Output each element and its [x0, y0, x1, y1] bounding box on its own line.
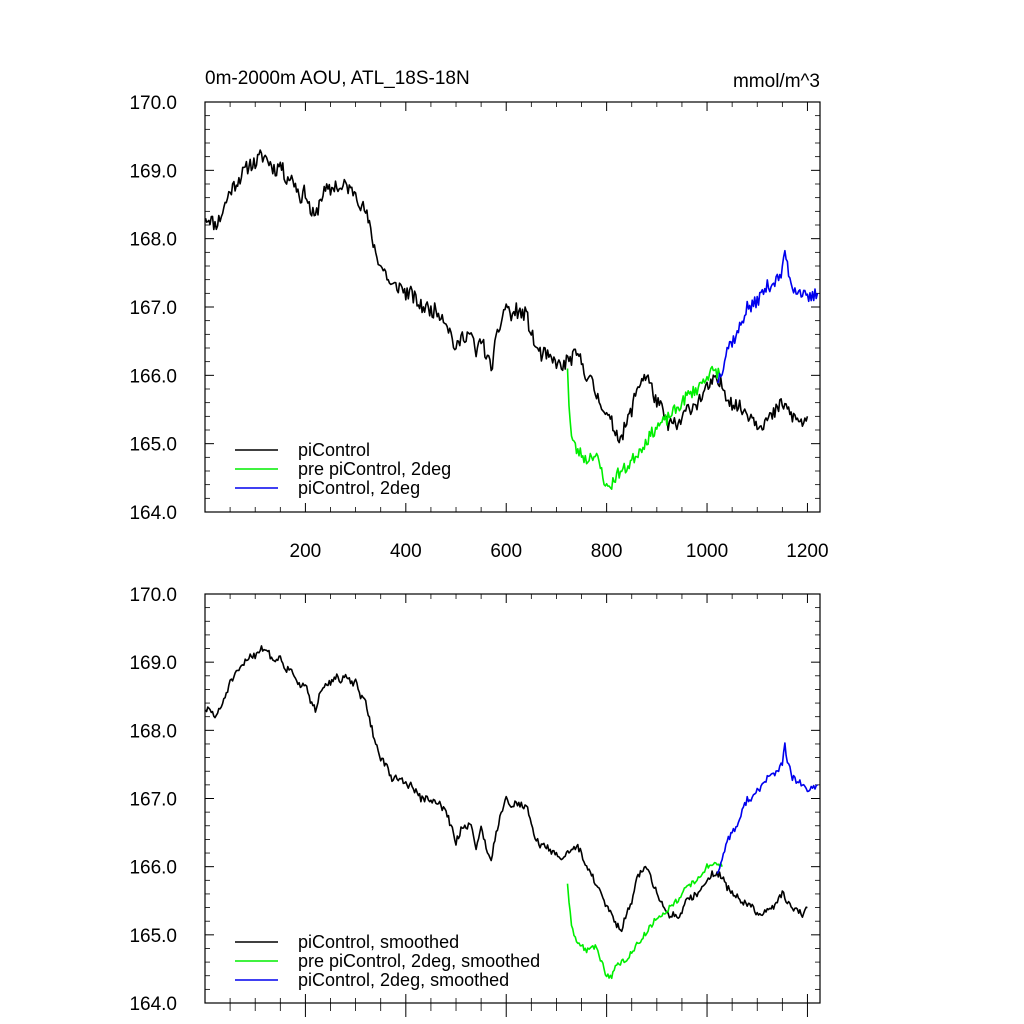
series-line [204, 645, 808, 933]
bottom-panel: 164.0 165.0 166.0 167.0 168.0 169.0 170.0 piCon… [129, 585, 821, 1017]
y-tick-label: 165.0 [129, 435, 177, 456]
top-plot-area: 164.0 165.0 166.0 167.0 168.0 169.0 170.0 200 40… [129, 93, 828, 562]
legend-label: piControl, 2deg, smoothed [298, 970, 509, 990]
y-tick-label: 168.0 [129, 721, 177, 742]
x-tick-label: 200 [290, 541, 322, 562]
y-tick-label: 166.0 [129, 858, 177, 879]
y-tick-label: 169.0 [129, 653, 177, 674]
y-tick-label: 164.0 [129, 994, 177, 1015]
y-tick-label: 169.0 [129, 161, 177, 182]
y-tick-label: 167.0 [129, 298, 177, 319]
x-tick-label: 800 [591, 541, 623, 562]
bottom-plot-area: 164.0 165.0 166.0 167.0 168.0 169.0 170.0 piCon… [129, 585, 821, 1017]
chart-title: 0m-2000m AOU, ATL_18S-18N [205, 68, 470, 89]
y-tick-label: 167.0 [129, 790, 177, 811]
legend-label: piControl, smoothed [298, 932, 459, 952]
series-line [566, 861, 723, 980]
x-tick-label: 1200 [786, 541, 828, 562]
y-tick-label: 170.0 [129, 93, 177, 114]
series-line [717, 249, 819, 384]
chart-units: mmol/m^3 [733, 71, 820, 92]
legend-label: pre piControl, 2deg [298, 459, 451, 479]
legend-label: piControl [298, 440, 370, 460]
legend-label: pre piControl, 2deg, smoothed [298, 951, 540, 971]
series-line [204, 149, 809, 444]
legend-label: piControl, 2deg [298, 478, 420, 498]
y-tick-label: 168.0 [129, 230, 177, 251]
y-tick-label: 164.0 [129, 503, 177, 524]
y-tick-label: 166.0 [129, 366, 177, 387]
y-tick-label: 170.0 [129, 585, 177, 606]
x-tick-label: 1000 [686, 541, 728, 562]
series-line [566, 365, 723, 491]
y-tick-label: 165.0 [129, 926, 177, 947]
top-panel: 0m-2000m AOU, ATL_18S-18N mmol/m^3 164.0… [129, 68, 828, 562]
series-line [716, 742, 818, 874]
x-tick-label: 600 [490, 541, 522, 562]
x-tick-label: 400 [390, 541, 422, 562]
